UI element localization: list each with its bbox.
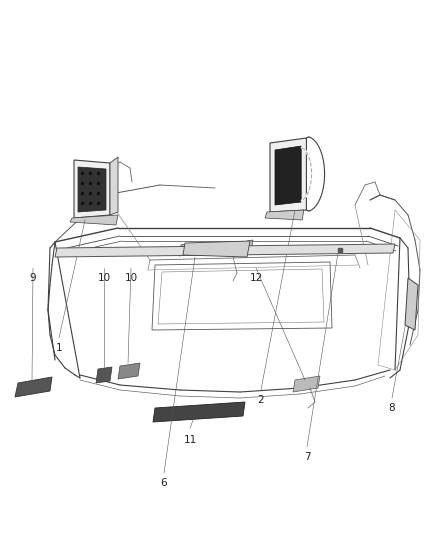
Polygon shape [270,138,307,212]
Polygon shape [74,160,110,218]
Polygon shape [275,146,301,205]
Text: 10: 10 [97,273,110,283]
Polygon shape [70,215,118,225]
Text: 7: 7 [304,452,310,462]
Polygon shape [153,402,245,422]
Polygon shape [55,244,395,257]
Polygon shape [110,157,118,215]
Text: 12: 12 [249,273,263,283]
Polygon shape [96,367,112,383]
Text: 9: 9 [30,273,36,283]
Text: 8: 8 [389,403,396,413]
Polygon shape [15,377,52,397]
Polygon shape [405,278,418,330]
Polygon shape [78,167,106,212]
Polygon shape [265,210,304,220]
Text: 6: 6 [161,478,167,488]
Polygon shape [293,376,320,392]
Text: 1: 1 [56,343,62,353]
Polygon shape [183,241,250,257]
Text: 2: 2 [258,395,264,405]
Polygon shape [179,244,187,256]
Text: 10: 10 [124,273,138,283]
Text: 11: 11 [184,435,197,445]
Polygon shape [245,240,253,253]
Polygon shape [118,363,140,379]
